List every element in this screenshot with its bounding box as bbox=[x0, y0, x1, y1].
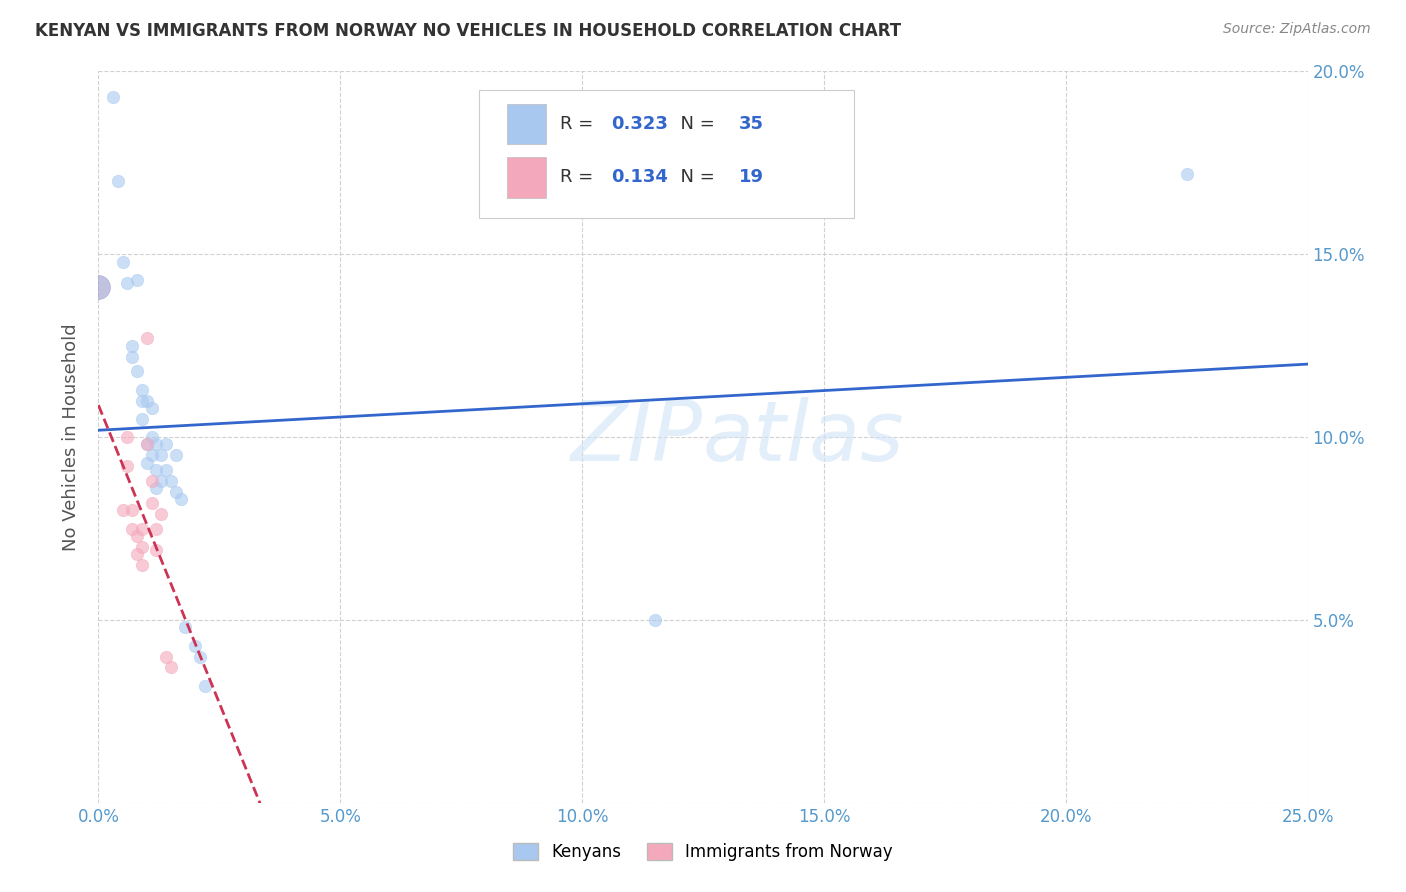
Point bbox=[131, 521, 153, 535]
Point bbox=[135, 393, 157, 408]
Point bbox=[121, 503, 143, 517]
Point bbox=[155, 649, 177, 664]
Point bbox=[145, 437, 167, 451]
Text: ZIP: ZIP bbox=[571, 397, 703, 477]
Point bbox=[141, 401, 163, 415]
Point bbox=[111, 503, 134, 517]
Point bbox=[141, 430, 163, 444]
Point bbox=[131, 393, 153, 408]
Legend: Kenyans, Immigrants from Norway: Kenyans, Immigrants from Norway bbox=[506, 836, 900, 868]
Point bbox=[135, 437, 157, 451]
Point bbox=[141, 448, 163, 462]
Point bbox=[107, 174, 129, 188]
Point bbox=[160, 474, 183, 488]
Point bbox=[145, 481, 167, 495]
Point bbox=[145, 543, 167, 558]
Point bbox=[150, 507, 173, 521]
Text: 0.134: 0.134 bbox=[612, 169, 668, 186]
Point bbox=[155, 437, 177, 451]
Point bbox=[141, 496, 163, 510]
Point bbox=[121, 521, 143, 535]
Point bbox=[131, 412, 153, 426]
Point bbox=[155, 463, 177, 477]
FancyBboxPatch shape bbox=[508, 103, 546, 145]
Y-axis label: No Vehicles in Household: No Vehicles in Household bbox=[62, 323, 80, 551]
Text: Source: ZipAtlas.com: Source: ZipAtlas.com bbox=[1223, 22, 1371, 37]
Text: N =: N = bbox=[669, 115, 721, 133]
Text: 19: 19 bbox=[740, 169, 765, 186]
Point bbox=[1175, 167, 1198, 181]
Point bbox=[87, 280, 110, 294]
Point bbox=[101, 90, 124, 104]
Point bbox=[111, 254, 134, 268]
Point bbox=[165, 485, 187, 500]
Point bbox=[121, 350, 143, 364]
Text: R =: R = bbox=[561, 115, 599, 133]
Point bbox=[141, 474, 163, 488]
Point bbox=[184, 639, 207, 653]
Point bbox=[169, 492, 191, 507]
Text: N =: N = bbox=[669, 169, 721, 186]
Text: 0.323: 0.323 bbox=[612, 115, 668, 133]
Point bbox=[117, 430, 139, 444]
Text: KENYAN VS IMMIGRANTS FROM NORWAY NO VEHICLES IN HOUSEHOLD CORRELATION CHART: KENYAN VS IMMIGRANTS FROM NORWAY NO VEHI… bbox=[35, 22, 901, 40]
Point bbox=[644, 613, 666, 627]
Point bbox=[135, 331, 157, 345]
Point bbox=[135, 437, 157, 451]
Point bbox=[127, 364, 149, 378]
Text: R =: R = bbox=[561, 169, 599, 186]
Point bbox=[117, 459, 139, 474]
Point bbox=[145, 463, 167, 477]
Text: atlas: atlas bbox=[703, 397, 904, 477]
Point bbox=[131, 540, 153, 554]
Point bbox=[150, 448, 173, 462]
Point bbox=[165, 448, 187, 462]
Point bbox=[135, 456, 157, 470]
FancyBboxPatch shape bbox=[508, 157, 546, 197]
Point bbox=[160, 660, 183, 674]
Text: 35: 35 bbox=[740, 115, 765, 133]
Point bbox=[121, 338, 143, 352]
Point bbox=[174, 620, 197, 634]
Point bbox=[194, 679, 217, 693]
Point bbox=[127, 547, 149, 561]
Point bbox=[127, 529, 149, 543]
Point bbox=[145, 521, 167, 535]
Point bbox=[188, 649, 211, 664]
FancyBboxPatch shape bbox=[479, 90, 855, 218]
Point bbox=[127, 273, 149, 287]
Point bbox=[131, 383, 153, 397]
Point bbox=[131, 558, 153, 573]
Point bbox=[150, 474, 173, 488]
Point bbox=[117, 277, 139, 291]
